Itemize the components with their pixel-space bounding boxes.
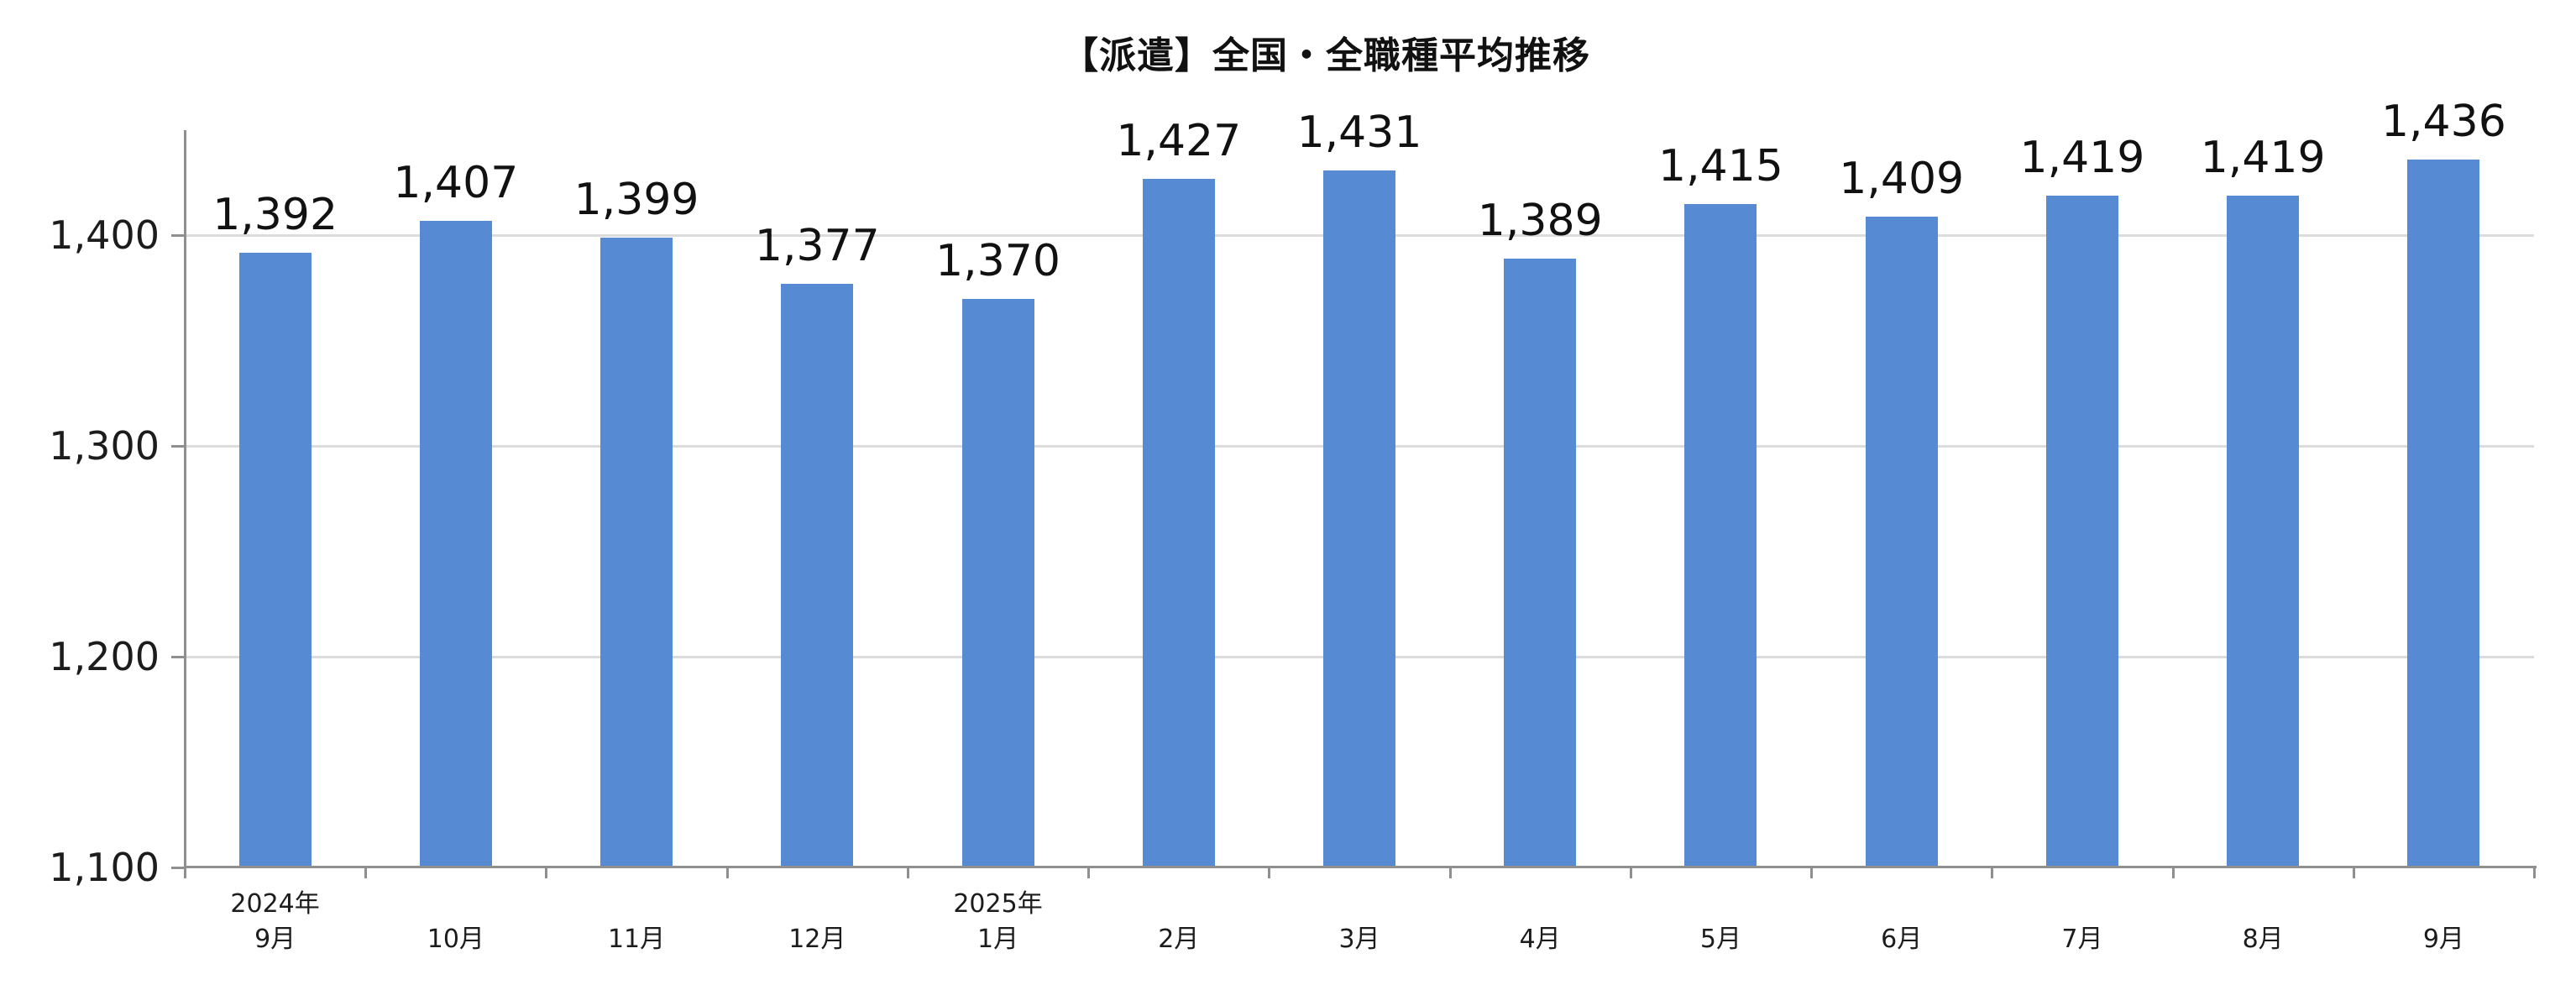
x-axis-category-label: 10月 — [365, 887, 546, 957]
x-axis-category-label: 5月 — [1631, 887, 1811, 957]
x-axis-line — [184, 866, 2537, 868]
category-month-label: 2月 — [1158, 925, 1200, 954]
bar-value-label: 1,409 — [1839, 154, 1965, 205]
x-axis-tick — [1810, 867, 1814, 878]
x-axis-category-label: 8月 — [2173, 887, 2353, 957]
plot-area: 1,392 1,407 1,399 1,377 1,370 1,427 1,431 1,389… — [185, 97, 2534, 867]
bar-value-label: 1,392 — [212, 189, 338, 240]
category-year-label: 2025年 — [953, 889, 1043, 919]
category-year-label — [727, 887, 908, 922]
x-axis-category-label: 4月 — [1450, 887, 1631, 957]
bar-value-label: 1,407 — [393, 158, 519, 209]
category-year-label — [2353, 887, 2534, 922]
bar-value-label: 1,419 — [2019, 132, 2145, 183]
y-axis-tick — [171, 656, 185, 659]
category-year-label — [2173, 887, 2353, 922]
bar — [1684, 203, 1757, 867]
bar-value-label: 1,389 — [1477, 196, 1603, 247]
bar — [961, 298, 1034, 867]
y-axis-tick — [171, 234, 185, 238]
category-month-label: 1月 — [976, 925, 1019, 954]
category-month-label: 4月 — [1519, 925, 1561, 954]
x-axis-tick — [184, 867, 186, 878]
y-axis-line — [184, 130, 186, 878]
x-axis-category-label: 2024年 9月 — [185, 887, 365, 957]
bar — [238, 252, 312, 867]
x-axis-tick — [545, 867, 548, 878]
bar — [1323, 170, 1395, 867]
bar — [419, 220, 492, 867]
category-month-label: 3月 — [1338, 925, 1380, 954]
x-axis-tick — [1448, 867, 1452, 878]
category-month-label: 11月 — [607, 925, 666, 954]
x-axis-tick — [1991, 867, 1994, 878]
bar — [781, 284, 854, 867]
bar — [1865, 216, 1938, 867]
bar — [1504, 259, 1577, 867]
x-axis-category-label: 6月 — [1811, 887, 1992, 957]
x-axis-category-label: 2025年 1月 — [908, 887, 1088, 957]
category-year-label — [1992, 887, 2172, 922]
y-axis-label: 1,100 — [49, 845, 160, 890]
bar — [2227, 195, 2300, 867]
category-year-label — [1088, 887, 1269, 922]
x-axis-tick — [725, 867, 729, 878]
bar — [2407, 160, 2480, 867]
category-month-label: 5月 — [1699, 925, 1741, 954]
x-axis-category-label: 9月 — [2353, 887, 2534, 957]
bar-value-label: 1,399 — [573, 175, 699, 226]
x-axis-category-label: 12月 — [727, 887, 908, 957]
category-year-label — [1269, 887, 1449, 922]
category-month-label: 9月 — [254, 925, 296, 954]
y-axis-tick — [171, 867, 185, 869]
bar — [1142, 178, 1215, 867]
x-axis-tick — [1629, 867, 1632, 878]
x-axis-tick — [2533, 867, 2536, 878]
category-year-label — [1450, 887, 1631, 922]
x-axis-tick — [364, 867, 368, 878]
bar-value-label: 1,431 — [1296, 107, 1422, 158]
x-axis-tick — [2171, 867, 2175, 878]
bar — [2045, 195, 2118, 867]
category-month-label: 6月 — [1881, 925, 1923, 954]
x-axis-tick — [1268, 867, 1271, 878]
category-month-label: 9月 — [2422, 925, 2464, 954]
bar-value-label: 1,427 — [1116, 115, 1242, 166]
bar-value-label: 1,415 — [1658, 141, 1783, 192]
y-axis-label: 1,200 — [49, 634, 160, 680]
bar-value-label: 1,419 — [2200, 132, 2326, 183]
category-month-label: 8月 — [2242, 925, 2284, 954]
y-axis-label: 1,400 — [49, 212, 160, 259]
x-axis-tick — [1087, 867, 1091, 878]
y-axis-tick — [171, 445, 185, 448]
bar-value-label: 1,370 — [935, 235, 1060, 286]
x-axis-category-label: 3月 — [1269, 887, 1449, 957]
bar-value-label: 1,436 — [2380, 97, 2506, 148]
category-year-label — [1811, 887, 1992, 922]
category-month-label: 7月 — [2061, 925, 2103, 954]
category-month-label: 12月 — [788, 925, 846, 954]
y-axis-label: 1,300 — [49, 423, 160, 469]
category-month-label: 10月 — [427, 925, 484, 954]
category-year-label: 2024年 — [230, 889, 320, 919]
x-axis-category-label: 2月 — [1088, 887, 1269, 957]
chart-title: 【派遣】全国・全職種平均推移 — [1061, 34, 1590, 77]
category-year-label — [546, 887, 726, 922]
x-axis-tick — [2352, 867, 2355, 878]
category-year-label — [1631, 887, 1811, 922]
bar — [600, 237, 673, 867]
bar-value-label: 1,377 — [754, 221, 880, 272]
category-year-label — [365, 887, 546, 922]
x-axis-category-label: 7月 — [1992, 887, 2172, 957]
x-axis-tick — [906, 867, 909, 878]
x-axis-category-label: 11月 — [546, 887, 726, 957]
